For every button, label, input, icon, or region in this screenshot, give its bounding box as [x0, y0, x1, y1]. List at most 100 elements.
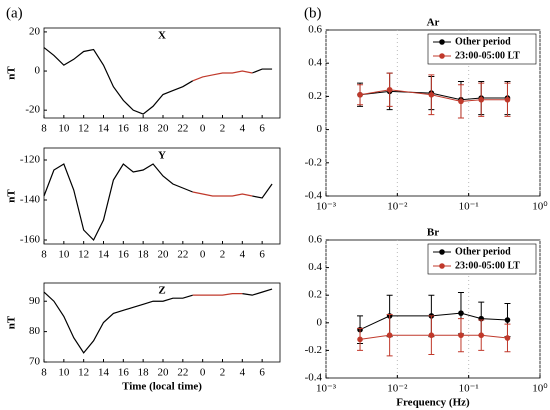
x-tick-label: 4 [240, 249, 246, 261]
x-tick-label: 0 [200, 123, 206, 135]
x-axis-label: Time (local time) [122, 381, 202, 393]
data-line [43, 288, 273, 354]
x-tick-label: 8 [41, 249, 47, 261]
marker [504, 96, 511, 103]
x-tick-label: 6 [259, 249, 265, 261]
x-tick-label: 12 [78, 249, 89, 261]
x-tick-label: 12 [78, 123, 89, 135]
x-tick-label: 18 [138, 249, 150, 261]
panel-title: X [158, 30, 166, 42]
marker [428, 332, 435, 339]
x-tick-label: 4 [240, 367, 246, 379]
marker [478, 96, 485, 103]
x-tick-label: 22 [177, 123, 188, 135]
x-tick-label: 14 [98, 367, 110, 379]
series-line [359, 89, 508, 102]
panel-title: Y [158, 150, 166, 162]
x-tick-label: 2 [220, 367, 226, 379]
legend-label: 23:00-05:00 LT [455, 260, 520, 271]
y-tick-label: 0 [317, 123, 323, 135]
y-tick-label: -0.4 [305, 372, 323, 384]
x-tick-label: 10⁻³ [316, 383, 337, 395]
marker [504, 335, 511, 341]
x-tick-label: 18 [138, 123, 150, 135]
x-tick-label: 2 [220, 123, 226, 135]
y-tick-label: 90 [29, 295, 41, 307]
y-tick-label: -160 [20, 234, 41, 246]
x-tick-label: 0 [200, 367, 206, 379]
x-tick-label: 10⁻³ [316, 201, 337, 213]
panel-title: Ar [427, 17, 440, 29]
data-line [192, 191, 253, 197]
panel-label: (b) [304, 5, 322, 21]
marker [504, 317, 511, 323]
x-tick-label: 2 [220, 249, 226, 261]
plot-area [325, 29, 541, 197]
plot-area [43, 27, 281, 119]
x-tick-label: 10⁻² [387, 201, 408, 213]
y-tick-label: 0.2 [308, 90, 322, 102]
legend-marker [439, 53, 445, 59]
y-tick-label: 0.2 [308, 289, 322, 301]
panel-title: Z [158, 285, 165, 297]
legend-marker [439, 39, 445, 45]
x-tick-label: 6 [259, 367, 265, 379]
x-tick-label: 12 [78, 367, 89, 379]
legend-marker [439, 263, 445, 269]
series-line [359, 90, 508, 101]
x-tick-label: 20 [157, 249, 169, 261]
marker [357, 336, 363, 343]
data-line [192, 293, 243, 296]
x-tick-label: 22 [177, 249, 188, 261]
x-tick-label: 10⁻¹ [459, 383, 479, 395]
marker [386, 332, 393, 339]
x-tick-label: 20 [157, 123, 169, 135]
legend-label: 23:00-05:00 LT [455, 50, 520, 61]
y-axis-label: nT [6, 189, 18, 203]
x-tick-label: 10 [58, 249, 70, 261]
y-tick-label: -0.4 [305, 190, 323, 202]
legend-box [427, 33, 537, 65]
x-tick-label: 10⁻² [387, 383, 408, 395]
data-line [43, 47, 273, 115]
legend-marker [439, 249, 445, 255]
x-tick-label: 8 [41, 123, 47, 135]
legend-label: Other period [455, 246, 511, 257]
y-tick-label: 0.6 [308, 234, 322, 246]
series-line [359, 312, 508, 331]
y-tick-label: 0.6 [308, 24, 322, 36]
x-tick-label: 20 [157, 367, 169, 379]
marker [458, 332, 464, 339]
marker [478, 332, 485, 339]
y-axis-label: nT [6, 315, 18, 329]
y-tick-label: 70 [29, 356, 41, 368]
panel-title: Br [427, 227, 439, 239]
y-axis-label: nT [6, 66, 18, 80]
x-tick-label: 8 [41, 367, 47, 379]
y-tick-label: 0 [35, 65, 41, 77]
x-tick-label: 14 [98, 123, 110, 135]
x-tick-label: 10 [58, 367, 70, 379]
x-tick-label: 14 [98, 249, 110, 261]
plot-area [43, 282, 281, 363]
legend-label: Other period [455, 36, 511, 47]
y-tick-label: 0.4 [308, 57, 322, 69]
y-tick-label: 80 [29, 325, 41, 337]
series-line [359, 334, 508, 340]
x-tick-label: 0 [200, 249, 206, 261]
y-tick-label: -140 [20, 194, 41, 206]
data-line [192, 70, 253, 82]
x-tick-label: 22 [177, 367, 188, 379]
marker [357, 91, 363, 98]
x-tick-label: 10⁰ [532, 201, 548, 213]
x-tick-label: 18 [138, 367, 150, 379]
x-tick-label: 6 [259, 123, 265, 135]
y-tick-label: 0.4 [308, 261, 322, 273]
x-tick-label: 10⁻¹ [459, 201, 479, 213]
plot-area [43, 147, 281, 245]
x-tick-label: 16 [118, 367, 130, 379]
y-tick-label: -0.2 [305, 344, 322, 356]
y-tick-label: -20 [25, 104, 40, 116]
x-tick-label: 10 [58, 123, 70, 135]
